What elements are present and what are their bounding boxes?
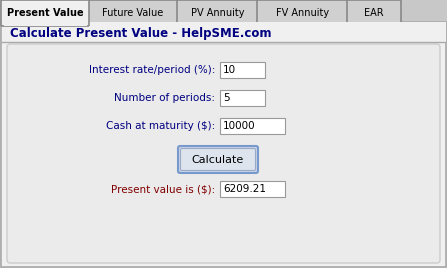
Text: Present value is ($):: Present value is ($):	[111, 184, 215, 194]
Text: PV Annuity: PV Annuity	[191, 8, 245, 18]
Text: Interest rate/period (%):: Interest rate/period (%):	[89, 65, 215, 75]
Bar	[2, 22, 446, 42]
Text: Number of periods:: Number of periods:	[114, 93, 215, 103]
FancyBboxPatch shape	[87, 0, 179, 24]
Text: 10000: 10000	[223, 121, 256, 131]
Text: Present Value: Present Value	[7, 8, 83, 18]
Text: Calculate: Calculate	[192, 155, 244, 165]
Text: Cash at maturity ($):: Cash at maturity ($):	[106, 121, 215, 131]
FancyBboxPatch shape	[177, 0, 259, 24]
Text: EAR: EAR	[364, 8, 384, 18]
FancyBboxPatch shape	[1, 0, 89, 26]
Text: Future Value: Future Value	[102, 8, 164, 18]
Bar	[220, 181, 285, 197]
FancyBboxPatch shape	[181, 148, 256, 170]
FancyBboxPatch shape	[347, 0, 401, 24]
FancyBboxPatch shape	[7, 44, 440, 263]
Bar	[220, 118, 285, 134]
Text: Calculate Present Value - HelpSME.com: Calculate Present Value - HelpSME.com	[10, 27, 271, 39]
Text: 10: 10	[223, 65, 236, 75]
Text: 5: 5	[223, 93, 230, 103]
Text: 6209.21: 6209.21	[223, 184, 266, 194]
FancyBboxPatch shape	[178, 146, 258, 173]
Bar	[220, 90, 265, 106]
Bar	[4, 23, 87, 26]
FancyBboxPatch shape	[257, 0, 349, 24]
Text: FV Annuity: FV Annuity	[276, 8, 329, 18]
Bar	[220, 62, 265, 78]
